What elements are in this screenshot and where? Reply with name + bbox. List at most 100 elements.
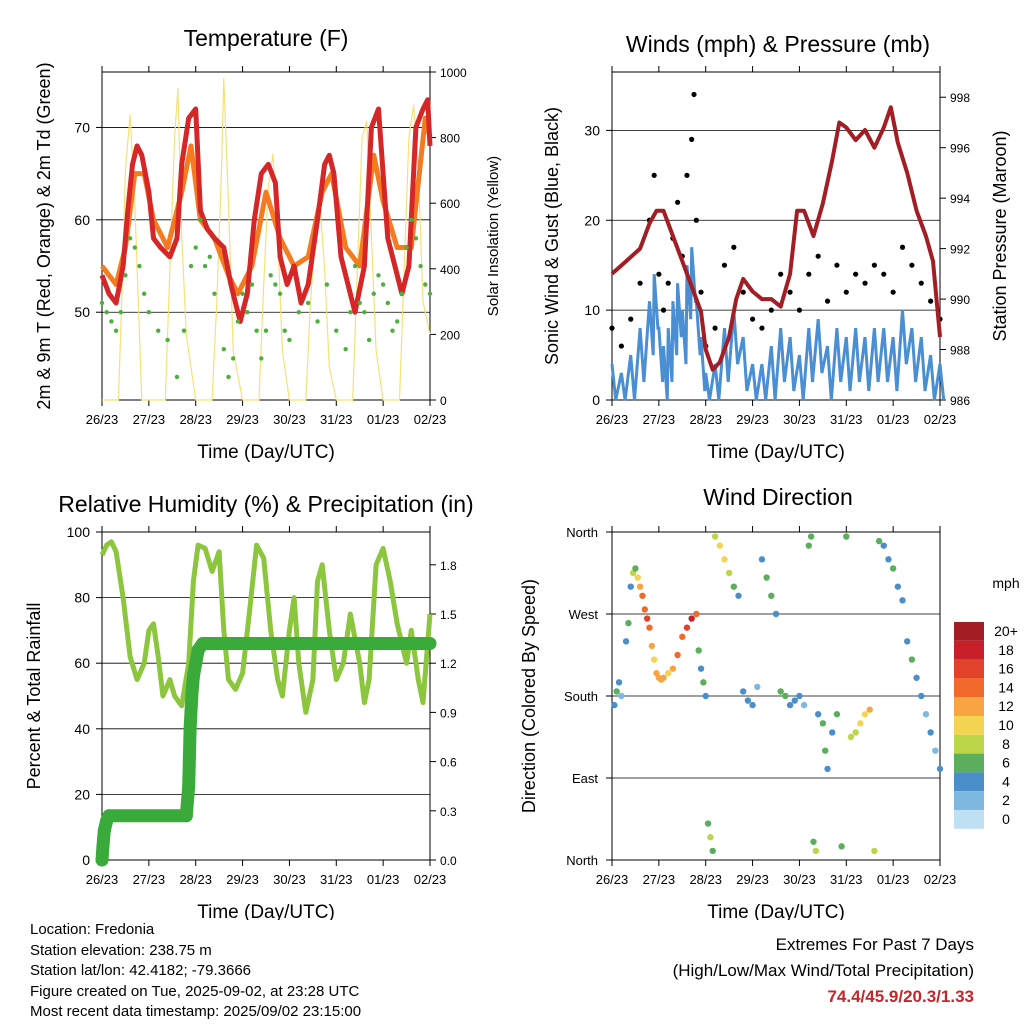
point-wind-direction xyxy=(650,656,658,663)
point-gust xyxy=(890,289,896,295)
point-dewpoint xyxy=(366,337,372,343)
legend-swatch xyxy=(954,697,984,716)
point-wind-direction xyxy=(643,615,651,622)
legend-label: 4 xyxy=(1002,773,1010,789)
x-tick-label: 02/23 xyxy=(924,872,957,887)
point-wind-direction xyxy=(918,692,925,700)
point-wind-direction xyxy=(847,733,855,741)
y-tick-label: 50 xyxy=(74,304,90,320)
point-wind-direction xyxy=(688,615,695,622)
point-rainfall xyxy=(189,656,203,670)
legend-label: 2 xyxy=(1002,792,1010,808)
point-dewpoint xyxy=(371,291,376,296)
series-sonic-wind xyxy=(610,247,946,401)
y-right-tick-label: 988 xyxy=(950,344,970,358)
point-wind-direction xyxy=(674,651,681,659)
y-tick-label: 20 xyxy=(584,212,600,228)
point-wind-direction xyxy=(716,542,723,549)
point-wind-direction xyxy=(648,642,656,650)
point-wind-direction xyxy=(908,656,916,663)
point-wind-direction xyxy=(679,633,686,640)
point-dewpoint xyxy=(348,310,353,315)
point-dewpoint xyxy=(343,346,348,352)
y-right-tick-label: 600 xyxy=(440,197,460,211)
point-dewpoint xyxy=(296,310,301,315)
point-gust xyxy=(712,325,718,331)
legend-swatch xyxy=(954,772,984,792)
point-dewpoint xyxy=(413,236,419,241)
point-dewpoint xyxy=(249,282,255,287)
point-wind-direction xyxy=(744,697,752,704)
legend-swatch xyxy=(954,810,984,829)
point-gust xyxy=(731,244,737,250)
legend-swatch xyxy=(954,734,984,754)
point-dewpoint xyxy=(118,310,123,315)
point-dewpoint xyxy=(305,300,311,306)
point-wind-direction xyxy=(622,638,630,645)
legend-label: 18 xyxy=(998,642,1014,658)
y-right-tick-label: 986 xyxy=(950,394,970,408)
point-wind-direction xyxy=(709,847,716,855)
point-dewpoint xyxy=(324,282,330,287)
y-right-tick-label: 1000 xyxy=(440,66,467,80)
legend-swatch xyxy=(954,716,984,735)
extremes-subtitle: (High/Low/Max Wind/Total Precipitation) xyxy=(672,961,974,980)
x-tick-label: 27/23 xyxy=(643,872,676,887)
point-wind-direction xyxy=(805,542,812,549)
point-gust xyxy=(618,343,624,349)
point-wind-direction xyxy=(641,606,648,613)
x-tick-label: 27/23 xyxy=(133,872,166,887)
point-dewpoint xyxy=(282,328,287,333)
point-gust xyxy=(796,307,803,313)
y-right-tick-label: 992 xyxy=(950,243,970,257)
point-wind-direction xyxy=(807,533,815,540)
point-wind-direction xyxy=(852,729,859,736)
point-wind-direction xyxy=(683,624,691,631)
x-tick-label: 30/23 xyxy=(273,872,306,887)
legend-label: 0 xyxy=(1002,811,1010,827)
y-right-tick-label: 0.6 xyxy=(440,756,457,770)
point-gust xyxy=(698,289,704,295)
point-wind-direction xyxy=(660,674,667,681)
point-wind-direction xyxy=(700,679,707,686)
point-gust xyxy=(693,217,699,223)
point-wind-direction xyxy=(730,583,738,590)
point-dewpoint xyxy=(207,254,212,259)
legend-swatch xyxy=(954,678,984,698)
point-wind-direction xyxy=(613,688,620,695)
point-dewpoint xyxy=(315,319,320,324)
point-gust xyxy=(609,325,615,331)
legend-label: 10 xyxy=(998,717,1014,733)
recent-text: Most recent data timestamp: 2025/09/02 2… xyxy=(30,1003,362,1020)
point-gust xyxy=(899,244,906,250)
point-gust xyxy=(628,316,634,322)
point-gust xyxy=(871,262,878,268)
y-right-tick-label: 0.9 xyxy=(440,706,457,720)
point-rainfall xyxy=(423,637,437,651)
y-tick-label: South xyxy=(564,689,598,704)
point-gust xyxy=(691,91,697,98)
x-tick-label: 02/23 xyxy=(924,412,957,427)
point-dewpoint xyxy=(146,310,152,315)
panel-4: Wind Direction 26/23 27/23 28/23 29/23 30/23 3… xyxy=(519,484,1020,920)
point-gust xyxy=(740,289,746,295)
point-wind-direction xyxy=(695,647,702,654)
point-wind-direction xyxy=(875,537,883,545)
x-tick-label: 02/23 xyxy=(414,412,447,427)
x-tick-label: 31/23 xyxy=(320,412,353,427)
point-dewpoint xyxy=(226,374,231,380)
point-wind-direction xyxy=(632,565,639,572)
point-dewpoint xyxy=(334,328,339,333)
point-wind-direction xyxy=(843,533,850,540)
point-wind-direction xyxy=(824,765,831,773)
point-wind-direction xyxy=(618,692,625,700)
point-wind-direction xyxy=(812,847,820,855)
legend-label: 20+ xyxy=(994,623,1018,639)
point-dewpoint xyxy=(409,217,414,223)
point-wind-direction xyxy=(861,711,869,718)
point-wind-direction xyxy=(627,583,634,590)
y-tick-label: 60 xyxy=(74,655,90,671)
x-tick-label: 29/23 xyxy=(226,872,259,887)
point-gust xyxy=(834,262,840,268)
x-tick-label: 26/23 xyxy=(86,412,119,427)
